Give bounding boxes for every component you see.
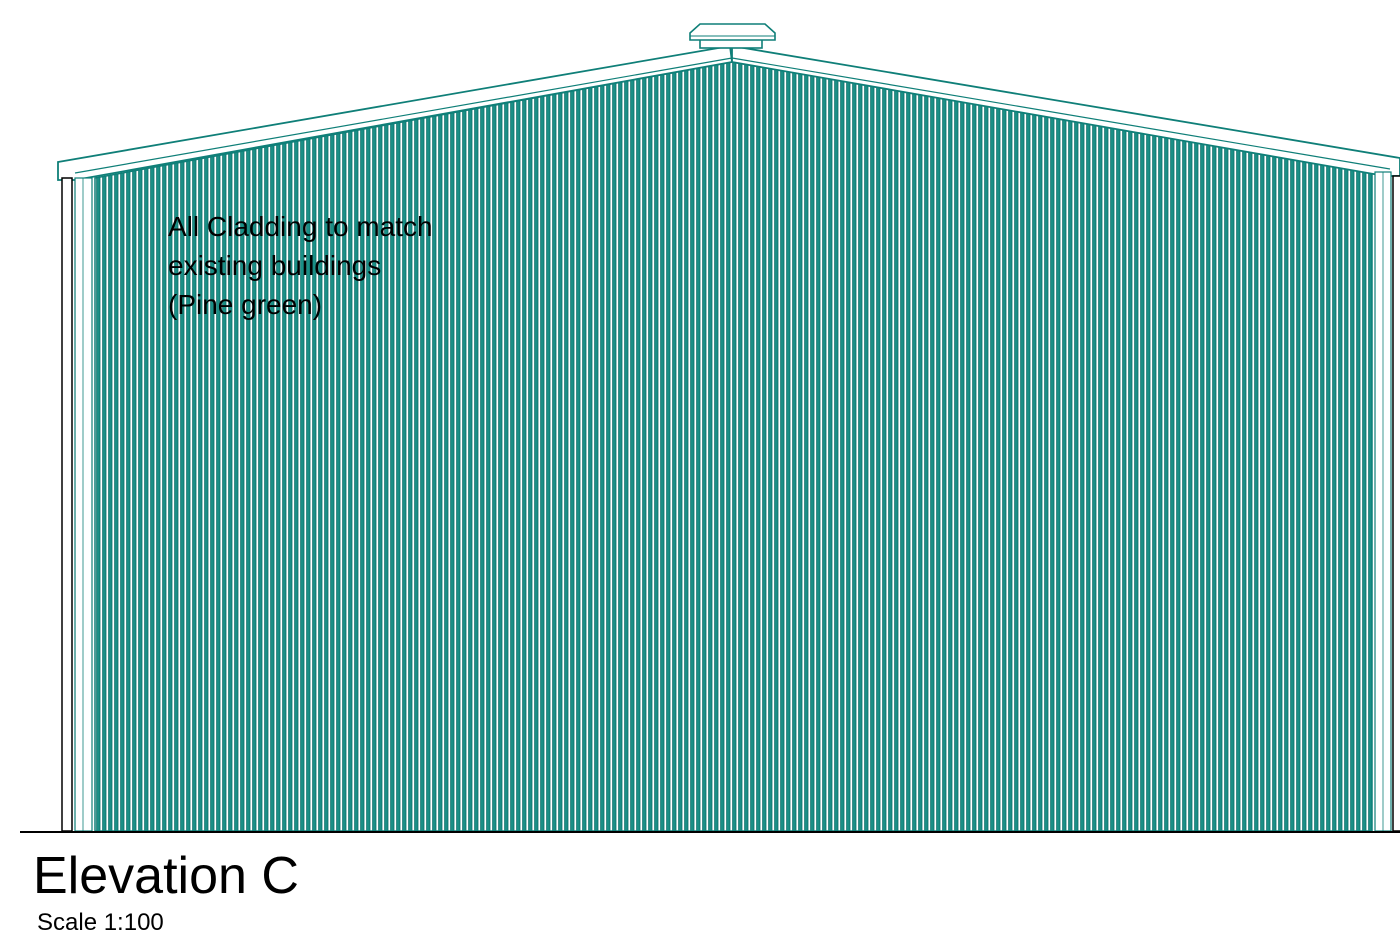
left-corner-column	[61, 177, 73, 832]
roof-trim-left-inner	[74, 57, 733, 174]
drawing-title: Elevation C	[33, 847, 299, 905]
annotation-line-2: existing buildings	[168, 250, 382, 281]
left-corner-flashing	[74, 177, 93, 832]
roof-vent-icon	[689, 23, 776, 49]
cladding-wall	[94, 61, 1373, 832]
annotation-line-3: (Pine green)	[168, 289, 323, 320]
cladding-annotation: All Cladding to match existing buildings…	[168, 207, 433, 324]
roof-trim-right-inner	[731, 57, 1391, 170]
drawing-scale: Scale 1:100	[37, 909, 164, 936]
annotation-line-1: All Cladding to match	[168, 211, 433, 242]
right-corner-column	[1392, 175, 1400, 832]
